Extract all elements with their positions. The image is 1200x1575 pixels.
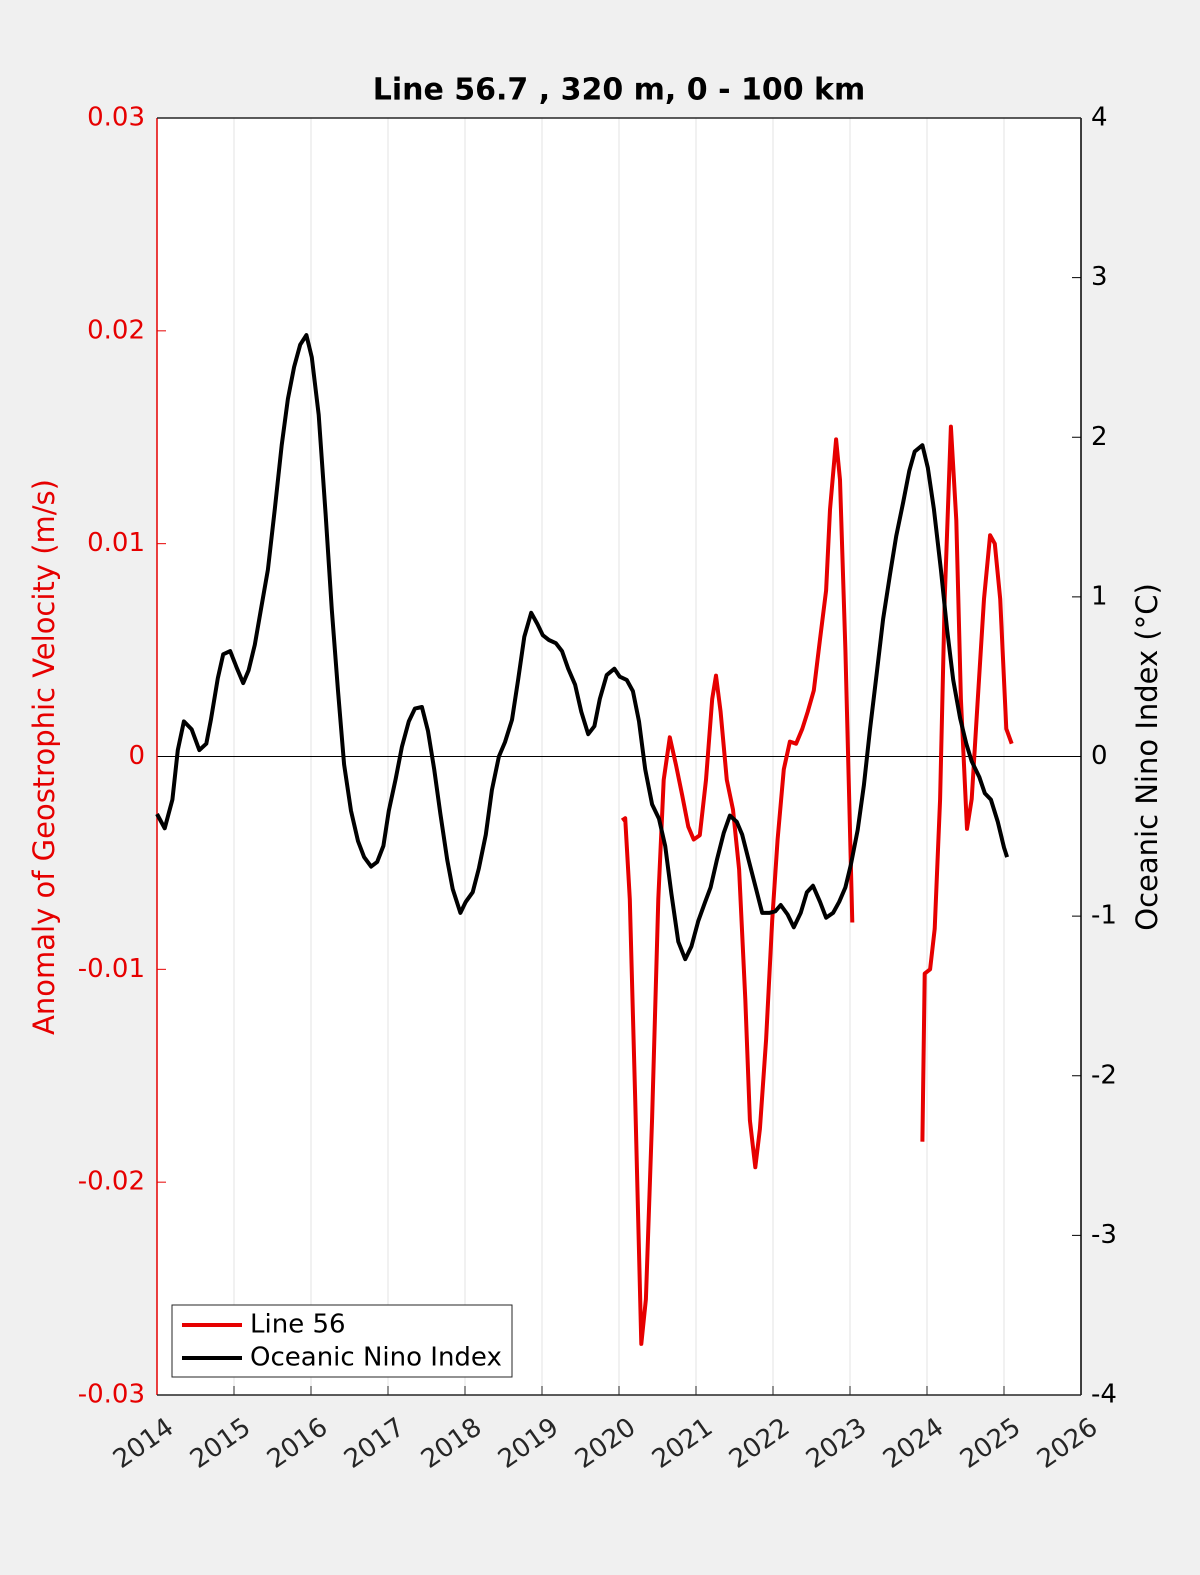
y2-tick-label: 4 bbox=[1091, 103, 1108, 133]
y2-axis-label: Oceanic Nino Index (°C) bbox=[1130, 583, 1164, 931]
y2-tick-label: -2 bbox=[1091, 1060, 1117, 1090]
y-tick-label: 0.03 bbox=[87, 103, 145, 133]
y-axis-label: Anomaly of Geostrophic Velocity (m/s) bbox=[27, 479, 61, 1035]
y-tick-label: -0.02 bbox=[78, 1167, 145, 1197]
series-line bbox=[620, 424, 1014, 1346]
series-line bbox=[155, 333, 1010, 962]
legend-label: Oceanic Nino Index bbox=[250, 1343, 502, 1373]
y-tick-label: -0.01 bbox=[78, 954, 145, 984]
y-tick-label: -0.03 bbox=[78, 1380, 145, 1410]
chart-title: Line 56.7 , 320 m, 0 - 100 km bbox=[373, 73, 866, 108]
y2-tick-label: 1 bbox=[1091, 581, 1108, 611]
y2-tick-label: 0 bbox=[1091, 741, 1108, 771]
y2-tick-label: 3 bbox=[1091, 262, 1108, 292]
y-tick-label: 0 bbox=[128, 741, 145, 771]
legend-label: Line 56 bbox=[250, 1310, 346, 1340]
y2-tick-label: -3 bbox=[1091, 1220, 1117, 1250]
y2-tick-label: -4 bbox=[1091, 1380, 1117, 1410]
y-tick-label: 0.01 bbox=[87, 528, 145, 558]
y-tick-label: 0.02 bbox=[87, 315, 145, 345]
legend-box bbox=[171, 1304, 513, 1378]
y2-tick-label: 2 bbox=[1091, 422, 1108, 452]
y2-tick-label: -1 bbox=[1091, 901, 1117, 931]
